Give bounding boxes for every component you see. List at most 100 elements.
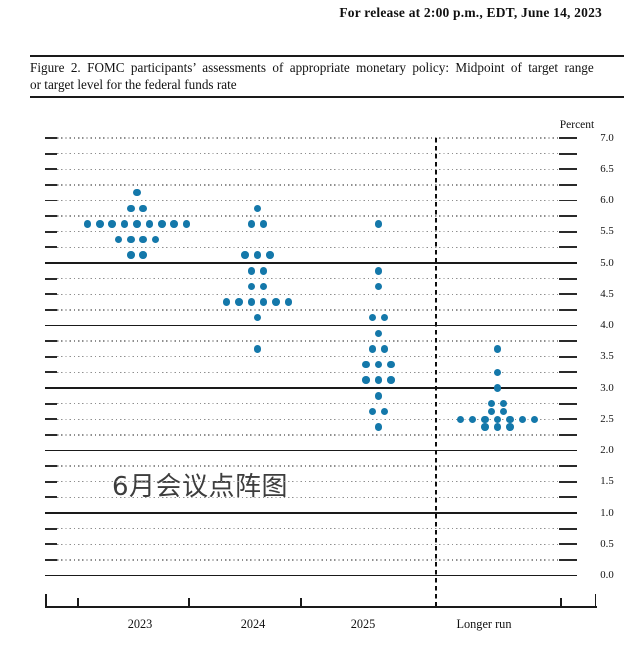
y-grid-right-tick — [559, 527, 577, 530]
gridline-dotted — [57, 231, 559, 233]
gridline-dotted — [57, 465, 559, 467]
projection-dot — [139, 235, 147, 244]
projection-dot — [158, 220, 166, 228]
y-grid-left-tick — [45, 230, 57, 233]
gridline-dotted — [57, 434, 559, 436]
y-tick-label: 1.5 — [600, 475, 614, 488]
y-grid-left-tick — [45, 183, 57, 186]
y-tick-label: 4.5 — [600, 287, 614, 300]
y-grid-left-tick — [45, 199, 57, 202]
y-tick-label: 5.5 — [600, 225, 614, 238]
x-axis-tick — [300, 598, 302, 607]
y-tick-label: 4.0 — [600, 319, 614, 331]
y-grid-left-tick — [45, 527, 57, 530]
y-grid-right-tick — [559, 496, 577, 499]
y-grid-left-tick — [45, 137, 57, 139]
gridline-dotted — [57, 356, 559, 358]
y-grid-left-tick — [45, 168, 57, 171]
projection-dot — [272, 298, 280, 306]
gridline-dotted — [57, 496, 559, 499]
projection-dot — [259, 267, 268, 275]
gridline-solid — [45, 324, 577, 327]
projection-dot — [259, 298, 268, 306]
y-grid-left-tick — [45, 480, 57, 483]
projection-dot — [253, 204, 262, 213]
y-grid-right-tick — [559, 137, 577, 139]
gridline-dotted — [57, 152, 559, 155]
projection-dot — [368, 345, 377, 353]
projection-dot — [456, 415, 465, 423]
gridline-dotted — [57, 168, 559, 170]
release-line: For release at 2:00 p.m., EDT, June 14, … — [339, 5, 602, 20]
projection-dot — [368, 313, 377, 322]
figure-caption-line1: Figure 2. FOMC participants’ assessments… — [30, 60, 594, 75]
y-grid-right-tick — [559, 293, 577, 296]
projection-dot — [182, 220, 191, 228]
projection-dot — [284, 298, 293, 306]
x-axis-tick — [560, 598, 562, 607]
y-grid-right-tick — [559, 199, 577, 202]
projection-dot — [493, 415, 502, 423]
projection-dot — [253, 251, 262, 259]
y-grid-left-tick — [45, 558, 57, 561]
y-grid-left-tick — [45, 543, 57, 546]
projection-dot — [235, 298, 243, 306]
longer-run-separator-line — [434, 138, 438, 607]
y-axis-title: Percent — [559, 119, 595, 131]
y-tick-label: 6.0 — [600, 194, 614, 206]
y-grid-left-tick — [45, 496, 57, 499]
projection-dot — [499, 399, 508, 408]
y-grid-right-tick — [559, 402, 577, 405]
projection-dot — [362, 376, 370, 384]
x-axis-tick — [188, 598, 190, 607]
projection-dot — [108, 220, 116, 228]
projection-dot — [380, 407, 389, 416]
gridline-dotted — [57, 199, 559, 202]
gridline-solid — [45, 574, 577, 577]
y-grid-right-tick — [559, 418, 577, 421]
projection-dot — [493, 368, 502, 377]
gridline-dotted — [57, 293, 559, 295]
projection-dot — [487, 407, 496, 416]
projection-dot — [374, 423, 383, 431]
gridline-dotted — [57, 418, 559, 420]
projection-dot — [506, 423, 514, 431]
y-grid-left-tick — [45, 402, 57, 405]
projection-dot — [133, 188, 141, 197]
y-grid-left-tick — [45, 308, 57, 311]
projection-dot — [247, 220, 256, 228]
projection-dot — [387, 376, 395, 384]
y-grid-left-tick — [45, 433, 57, 436]
gridline-dotted — [57, 246, 559, 249]
projection-dot — [133, 220, 141, 228]
x-axis-line — [45, 606, 597, 608]
gridline-dotted — [57, 543, 559, 545]
projection-dot — [493, 384, 502, 392]
gridline-solid — [45, 262, 577, 264]
x-category-label: Longer run — [456, 617, 512, 631]
projection-dot — [530, 415, 539, 423]
projection-dot — [253, 313, 262, 322]
projection-dot — [493, 345, 502, 353]
projection-dot — [241, 251, 249, 259]
y-grid-right-tick — [559, 340, 577, 343]
gridline-dotted — [57, 215, 559, 217]
projection-dot — [145, 220, 154, 228]
y-tick-label: 1.0 — [600, 506, 614, 519]
y-grid-right-tick — [559, 308, 577, 311]
projection-dot — [368, 407, 377, 416]
y-tick-label: 7.0 — [600, 131, 614, 144]
y-grid-left-tick — [45, 340, 57, 343]
projection-dot — [139, 251, 147, 259]
y-grid-right-tick — [559, 230, 577, 233]
projection-dot — [487, 399, 496, 408]
projection-dot — [83, 220, 92, 228]
gridline-dotted — [57, 559, 559, 561]
projection-dot — [127, 235, 135, 244]
y-grid-right-tick — [559, 183, 577, 186]
y-grid-right-tick — [559, 558, 577, 561]
gridline-solid — [45, 512, 577, 514]
y-tick-label: 3.0 — [600, 381, 614, 394]
y-grid-right-tick — [559, 215, 577, 218]
